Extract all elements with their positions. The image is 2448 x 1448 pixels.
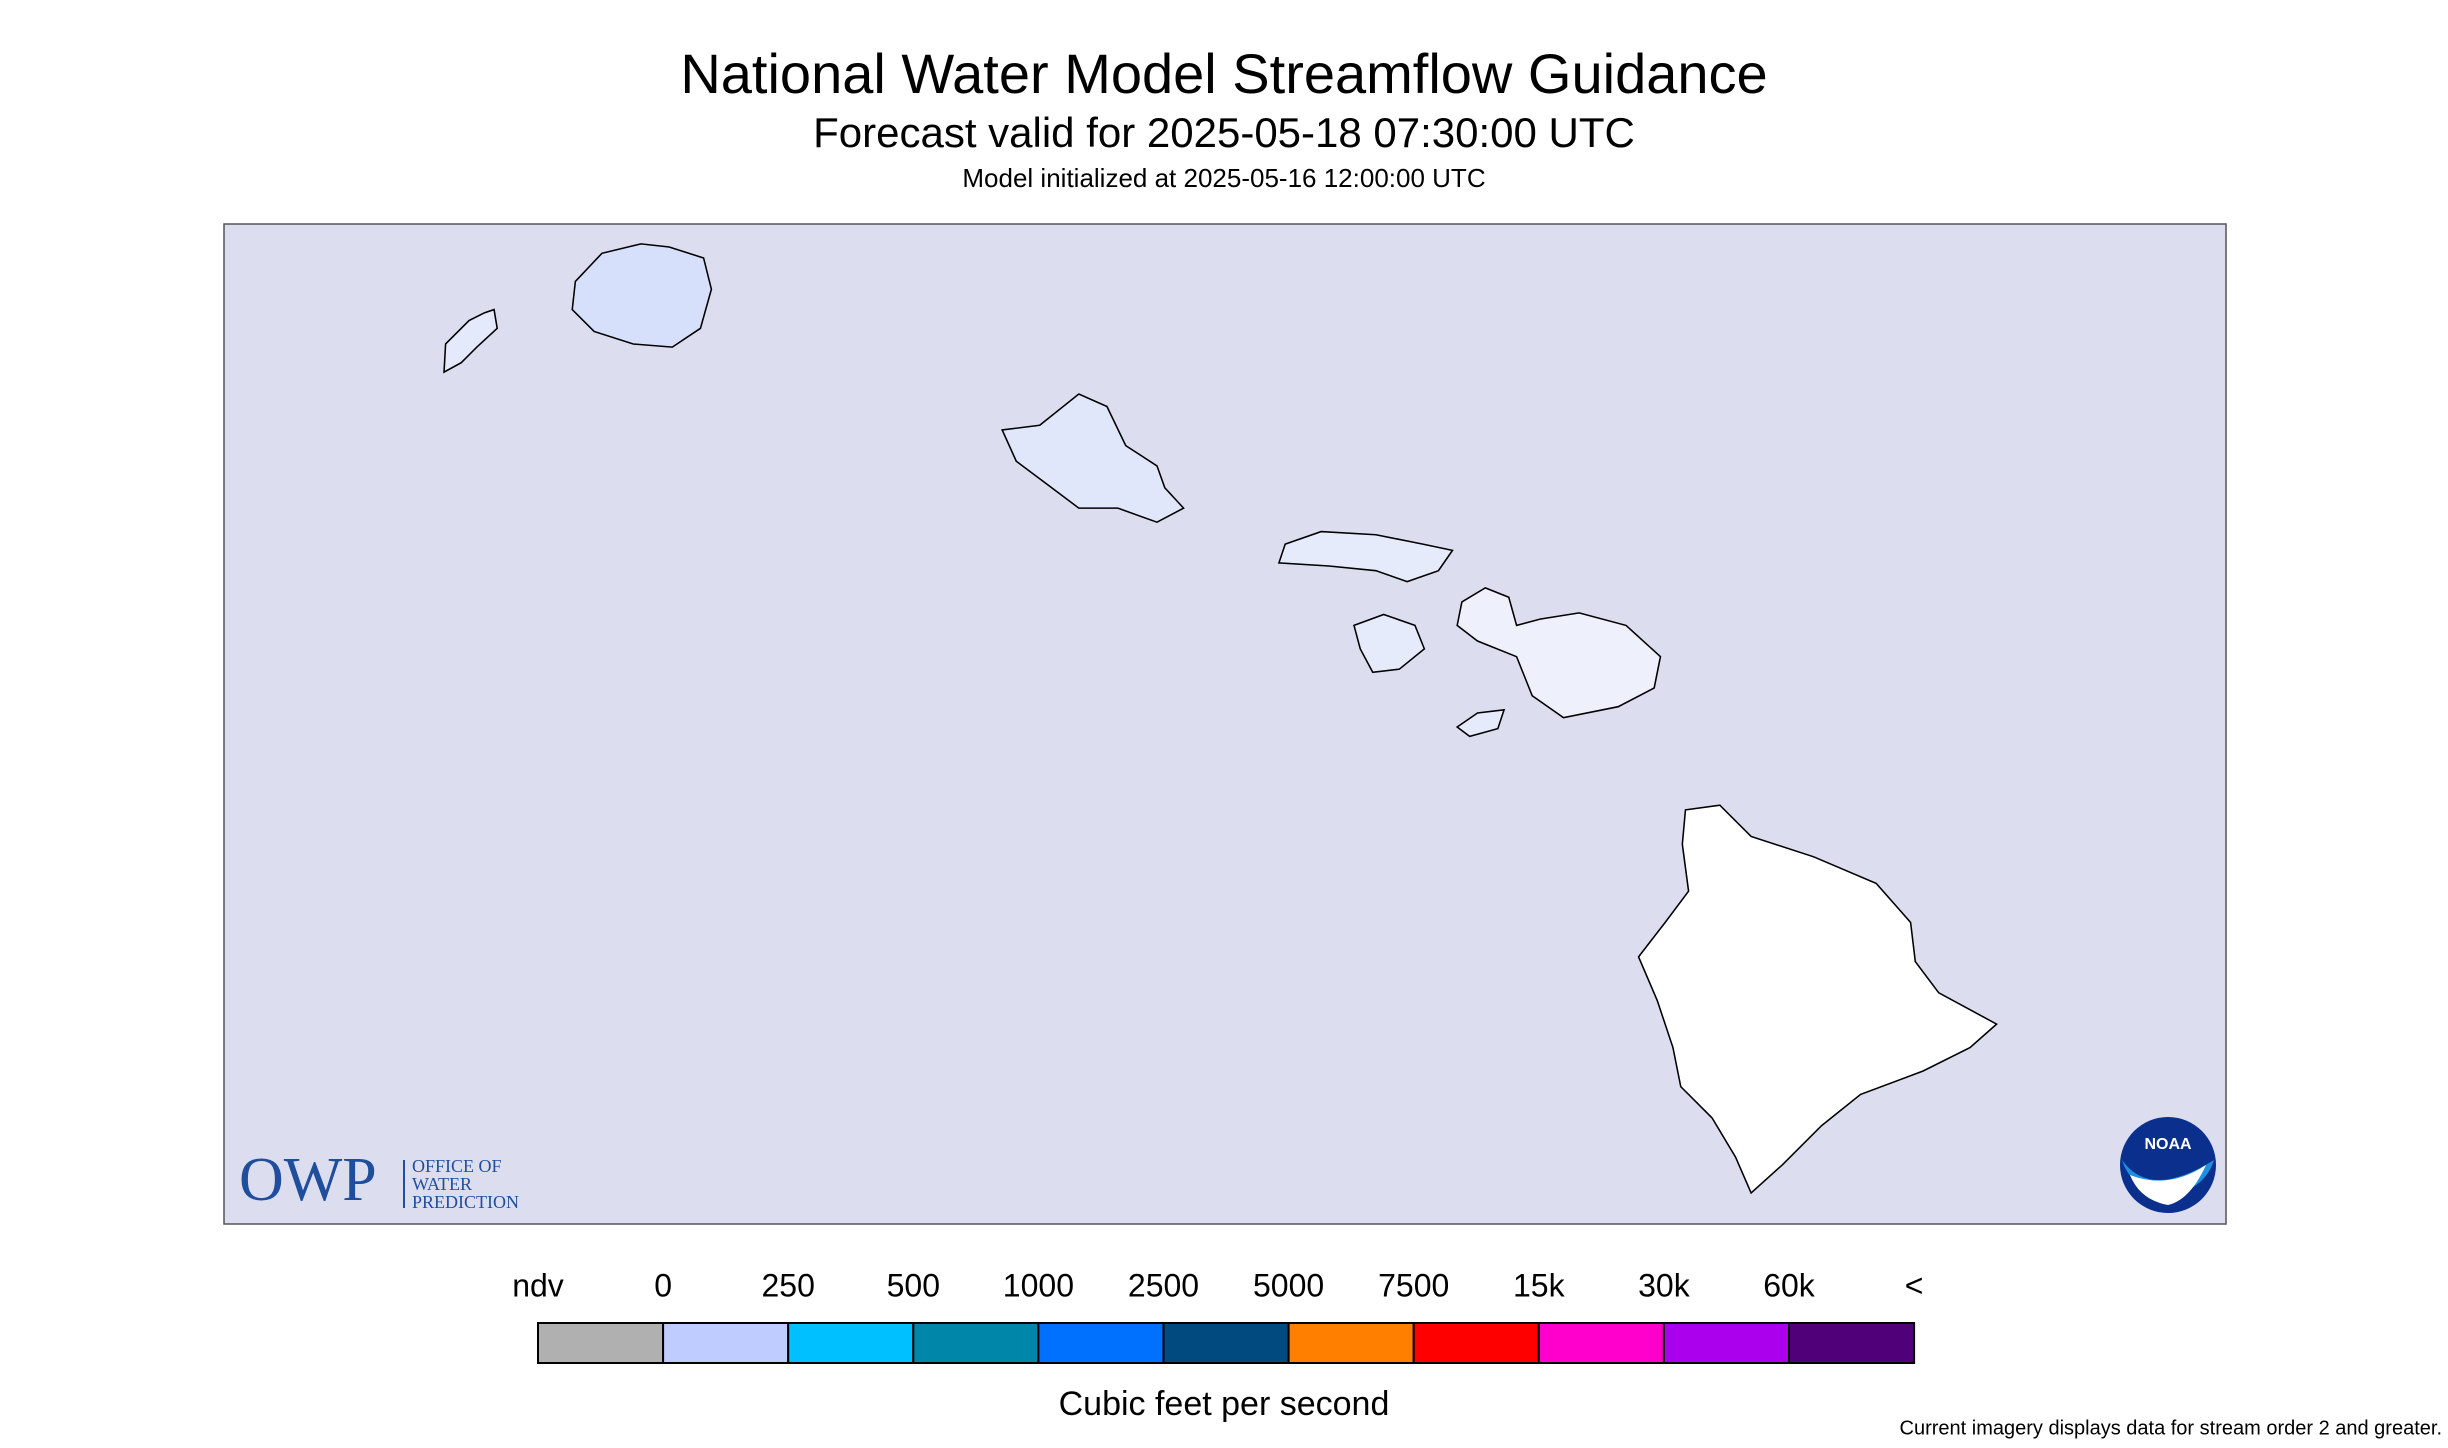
map-frame xyxy=(223,223,2227,1225)
islands xyxy=(443,243,1998,1195)
legend-label: 60k xyxy=(1763,1267,1816,1303)
niihau xyxy=(443,308,499,374)
kahoolawe xyxy=(1455,708,1506,738)
owp-logo: OWP xyxy=(239,1146,377,1214)
legend-label: 5000 xyxy=(1253,1267,1324,1303)
legend-swatch xyxy=(1037,1322,1165,1364)
legend-swatch xyxy=(1537,1322,1665,1364)
subtitle: Forecast valid for 2025-05-18 07:30:00 U… xyxy=(813,109,1635,156)
legend-swatch xyxy=(537,1322,665,1364)
legend-label: < xyxy=(1905,1267,1924,1303)
legend-label: 250 xyxy=(762,1267,815,1303)
title: National Water Model Streamflow Guidance xyxy=(680,42,1767,105)
legend-label: ndv xyxy=(512,1267,564,1303)
legend-label: 15k xyxy=(1513,1267,1566,1303)
legend-swatch xyxy=(1287,1322,1415,1364)
maui xyxy=(1456,587,1662,719)
owp-line: OFFICE OF xyxy=(412,1156,502,1176)
lanai xyxy=(1353,613,1426,674)
legend-title: Cubic feet per second xyxy=(1059,1385,1390,1423)
legend-swatch xyxy=(787,1322,915,1364)
legend-label: 2500 xyxy=(1128,1267,1199,1303)
legend-label: 7500 xyxy=(1378,1267,1449,1303)
legend: ndv 0 250 500 1000 2500 5000 7500 15k 30k 60k < xyxy=(512,1267,1924,1364)
legend-swatch xyxy=(1788,1322,1916,1364)
molokai xyxy=(1277,530,1454,583)
hawaii-island xyxy=(1637,804,1998,1195)
legend-swatch xyxy=(912,1322,1040,1364)
legend-swatch xyxy=(1662,1322,1791,1364)
legend-swatch xyxy=(1412,1322,1540,1364)
noaa-gull xyxy=(2130,1165,2206,1205)
legend-label: 0 xyxy=(654,1267,672,1303)
kauai xyxy=(571,243,713,348)
owp-line: WATER xyxy=(412,1174,472,1194)
init-note: Model initialized at 2025-05-16 12:00:00… xyxy=(962,163,1485,193)
legend-swatch xyxy=(1162,1322,1290,1364)
oahu xyxy=(1001,393,1185,524)
owp-line: PREDICTION xyxy=(412,1192,519,1212)
legend-swatch xyxy=(662,1322,790,1364)
noaa-text: NOAA xyxy=(2144,1136,2192,1153)
legend-label: 500 xyxy=(887,1267,940,1303)
legend-label: 1000 xyxy=(1003,1267,1074,1303)
footnote: Current imagery displays data for stream… xyxy=(1900,1417,2442,1439)
legend-label: 30k xyxy=(1638,1267,1691,1303)
